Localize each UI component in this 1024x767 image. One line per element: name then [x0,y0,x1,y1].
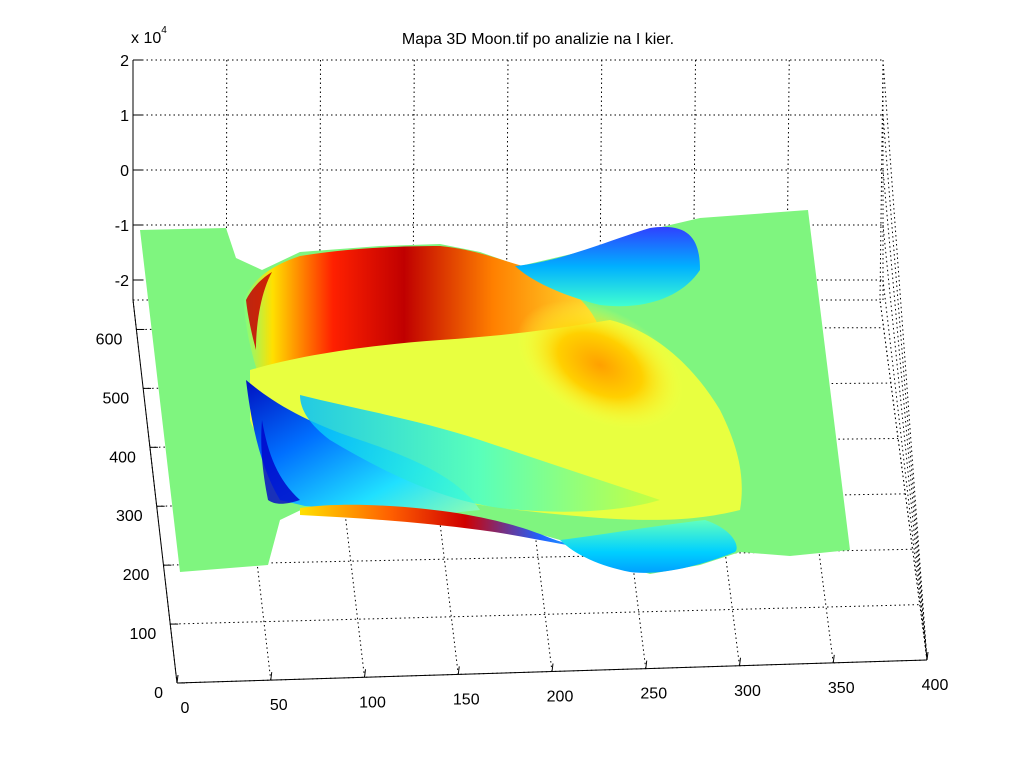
x-tick-label: 300 [734,683,761,700]
surface-left-edge [246,272,272,350]
surface-peak [516,300,684,430]
x-tick-label: 100 [359,694,386,711]
surface-mid-band [300,395,660,512]
x-tick-label: 0 [181,700,190,717]
box-depth-line [882,224,928,661]
x-tick-label: 200 [547,689,574,706]
y-tick-label: 600 [96,331,123,348]
y-axis-line [132,299,178,684]
y-gridline [170,604,920,625]
x-tick-label: 400 [922,677,949,694]
box-depth-line [882,279,928,661]
box-edge-right [879,299,928,661]
y-tick-label: 100 [130,626,157,643]
box-depth-line [882,169,928,661]
surface-ridge-left [244,246,600,380]
y-tick-label: 200 [123,567,150,584]
z-tick-label: -1 [115,218,129,235]
x-tick-mark [551,663,554,672]
x-tick-mark [457,666,460,675]
axis-marks: 0 50 100 150 200 250 300 350 400 0 100 200 300 400 500… [96,53,949,717]
y-tick-label: 400 [109,449,136,466]
x-gridline [225,299,272,681]
x-tick-mark [176,674,179,684]
x-tick-mark [832,654,835,663]
box-depth-line [882,114,928,661]
x-tick-mark [364,669,366,678]
surface-dip-right-top [515,226,700,307]
z-axis-multiplier-base: x 10 [131,30,161,47]
z-tick-label: 1 [120,108,129,125]
x-tick-mark [270,672,273,681]
y-gridline [163,548,913,566]
surface-left-deep [261,420,300,504]
x-tick-mark [739,657,741,666]
z-tick-label: -2 [115,273,129,290]
surface-dip-right-bottom [560,520,737,573]
y-tick-label: 300 [116,508,143,525]
y-tick-label: 500 [102,390,129,407]
z-axis-multiplier: x 104 [131,25,167,47]
box-depth-line [882,59,928,661]
x-tick-label: 150 [453,691,480,708]
x-tick-label: 350 [828,680,855,697]
x-tick-label: 50 [270,697,288,714]
x-tick-mark [926,651,929,661]
surface-plot [140,210,850,574]
z-tick-label: 0 [120,163,129,180]
x-tick-mark [645,660,648,669]
surface-bottom-rim [300,504,600,550]
y-tick-label: 0 [154,685,163,702]
chart-title: Mapa 3D Moon.tif po analizie na I kier. [402,31,674,48]
z-tick-label: 2 [120,53,129,70]
z-axis-multiplier-exponent: 4 [161,25,167,36]
x-tick-label: 250 [640,686,667,703]
